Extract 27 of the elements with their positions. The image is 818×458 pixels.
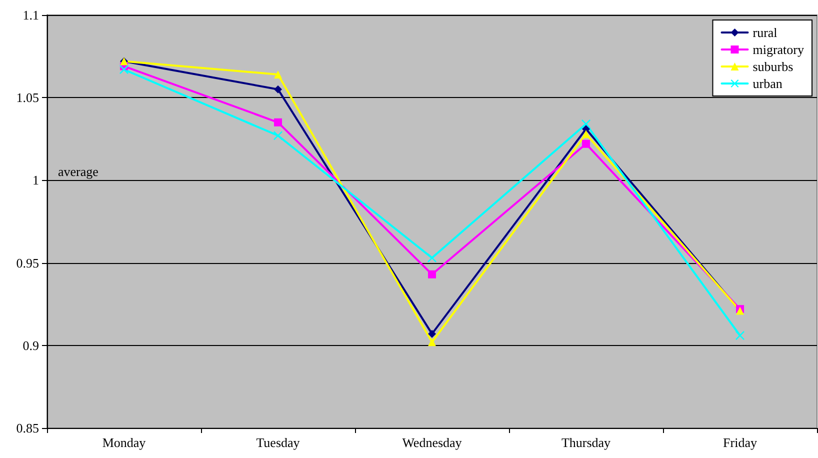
point bbox=[274, 131, 282, 140]
legend-label: migratory bbox=[752, 42, 804, 57]
point bbox=[274, 85, 282, 94]
legend-label: suburbs bbox=[752, 59, 794, 74]
point bbox=[274, 118, 282, 126]
annotation: average bbox=[58, 164, 99, 179]
point bbox=[428, 270, 436, 278]
point bbox=[582, 140, 590, 148]
x-tick-label: Thursday bbox=[561, 435, 612, 450]
x-tick-label: Wednesday bbox=[402, 435, 462, 450]
point bbox=[274, 70, 282, 78]
y-tick-label: 0.95 bbox=[16, 255, 39, 270]
point bbox=[428, 330, 436, 338]
y-tick-label: 0.85 bbox=[16, 420, 39, 436]
y-tick-label: 0.9 bbox=[22, 338, 39, 353]
legend-label: urban bbox=[752, 76, 783, 91]
x-tick-label: Tuesday bbox=[256, 435, 300, 450]
y-tick-label: 1.05 bbox=[16, 90, 39, 106]
y-tick-label: 1.1 bbox=[22, 8, 39, 22]
legend-label: rural bbox=[752, 25, 778, 40]
y-tick-label: 1 bbox=[32, 172, 39, 188]
point bbox=[428, 338, 436, 346]
point bbox=[582, 124, 590, 133]
point bbox=[428, 253, 436, 262]
x-tick-label: Friday bbox=[723, 435, 758, 450]
point bbox=[582, 130, 590, 138]
x-tick-label: Monday bbox=[102, 435, 146, 450]
